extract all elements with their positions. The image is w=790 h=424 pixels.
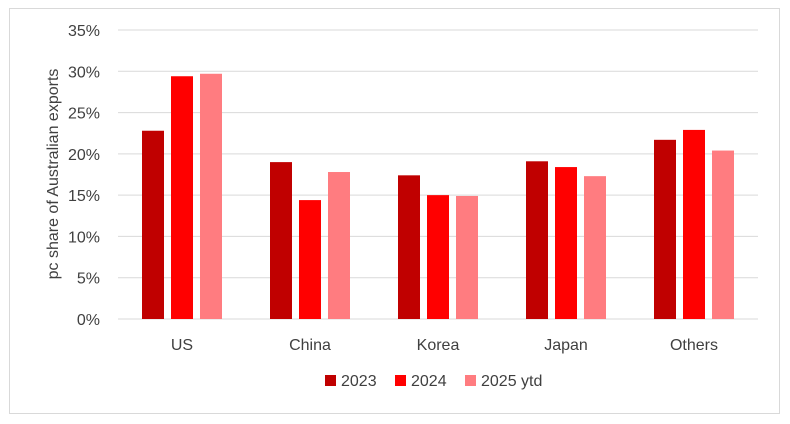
bars (142, 73, 734, 320)
bar-japan-2023 (526, 161, 548, 319)
x-tick-label: China (289, 337, 331, 354)
y-tick-label: 30% (68, 64, 100, 81)
bar-korea-2025-ytd (456, 195, 478, 319)
legend-label: 2025 ytd (481, 373, 542, 390)
bar-us-2024 (171, 76, 193, 320)
bar-china-2025-ytd (328, 172, 350, 319)
bar-others-2024 (683, 129, 705, 319)
y-tick-label: 25% (68, 106, 100, 123)
x-axis-ticks: US China Korea Japan Others (171, 337, 718, 354)
y-tick-label: 5% (77, 271, 100, 288)
bar-us-2023 (142, 130, 164, 319)
bar-others-2025-ytd (712, 150, 734, 319)
y-tick-label: 0% (77, 312, 100, 329)
y-axis-ticks: 0% 5% 10% 15% 20% 25% 30% 35% (68, 23, 100, 329)
legend: 2023 2024 2025 ytd (325, 373, 542, 390)
x-tick-label: US (171, 337, 193, 354)
bar-japan-2025-ytd (584, 176, 606, 319)
legend-swatch-2025-ytd (465, 375, 476, 386)
x-tick-label: Korea (417, 337, 460, 354)
bar-korea-2023 (398, 175, 420, 319)
legend-swatch-2023 (325, 375, 336, 386)
bar-china-2023 (270, 162, 292, 319)
y-tick-label: 15% (68, 188, 100, 205)
bar-china-2024 (299, 200, 321, 319)
legend-label: 2024 (411, 373, 447, 390)
bar-japan-2024 (555, 167, 577, 319)
legend-swatch-2024 (395, 375, 406, 386)
bar-others-2023 (654, 139, 676, 319)
chart-frame (9, 8, 780, 414)
x-tick-label: Others (670, 337, 718, 354)
bar-korea-2024 (427, 195, 449, 319)
gridlines (118, 29, 758, 320)
legend-label: 2023 (341, 373, 377, 390)
y-tick-label: 10% (68, 229, 100, 246)
x-tick-label: Japan (544, 337, 588, 354)
y-tick-label: 20% (68, 147, 100, 164)
bar-us-2025-ytd (200, 73, 222, 320)
y-tick-label: 35% (68, 23, 100, 40)
y-axis-title: pc share of Australian exports (45, 69, 62, 280)
